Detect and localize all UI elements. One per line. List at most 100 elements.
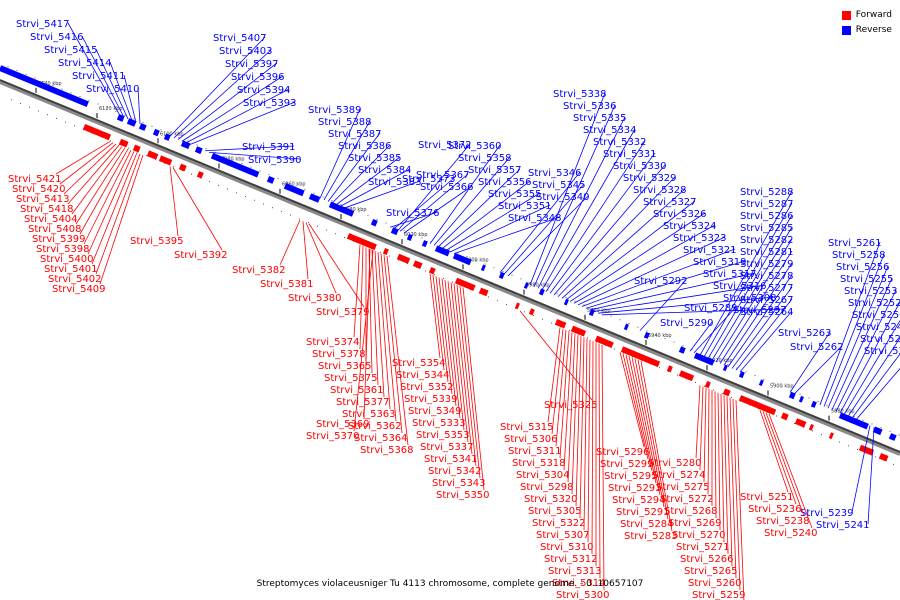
axis-dot: [232, 159, 234, 161]
axis-dot: [857, 448, 858, 450]
reverse-gene: [480, 264, 486, 272]
scale-tick-label: 6040 kbp: [343, 207, 367, 213]
axis-dot: [65, 121, 66, 123]
reverse-gene-leader: [557, 176, 676, 297]
reverse-gene-label: Strvi_5292: [634, 276, 688, 287]
axis-dot: [259, 170, 261, 172]
forward-gene-leader: [598, 343, 601, 579]
forward-gene-label: Strvi_5365: [318, 361, 372, 372]
reverse-gene-leader: [533, 104, 616, 287]
axis-dot: [646, 330, 648, 332]
scale-tick-label: 5880 kbp: [831, 409, 855, 415]
forward-gene-label: Strvi_5280: [648, 458, 702, 469]
reverse-gene-label: Strvi_5267: [740, 295, 794, 306]
axis-dot: [344, 236, 345, 238]
axis-dot: [304, 189, 306, 191]
axis-dot: [254, 199, 255, 201]
forward-gene: [594, 335, 614, 348]
reverse-gene-label: Strvi_5331: [603, 149, 657, 160]
forward-gene: [412, 260, 423, 269]
reverse-gene-leader: [577, 236, 726, 306]
forward-gene-label: Strvi_5369: [316, 419, 370, 430]
axis-dot: [695, 382, 696, 384]
forward-gene-leader: [450, 282, 469, 443]
axis-dot: [794, 422, 795, 424]
forward-gene-leader: [371, 249, 379, 386]
reverse-gene-leader: [707, 214, 793, 359]
reverse-gene-label: Strvi_5366: [420, 182, 474, 193]
genome-caption: Streptomyces violaceusniger Tu 4113 chro…: [256, 579, 644, 589]
forward-gene-label: Strvi_5295: [604, 471, 658, 482]
reverse-gene-label: Strvi_5386: [338, 141, 392, 152]
reverse-gene: [643, 331, 650, 339]
reverse-gene-leader: [739, 310, 793, 373]
axis-dot: [191, 173, 192, 175]
axis-dot: [286, 181, 288, 183]
forward-gene-leader: [622, 353, 649, 460]
axis-dot: [263, 203, 264, 205]
axis-dot: [466, 256, 468, 258]
axis-dot: [542, 318, 543, 320]
forward-gene: [780, 412, 789, 421]
forward-gene-label: Strvi_5421: [8, 174, 62, 185]
reverse-gene-leader: [723, 262, 793, 366]
forward-gene-label: Strvi_5265: [684, 566, 738, 577]
reverse-gene-leader: [173, 49, 272, 139]
reverse-gene-leader: [503, 183, 585, 275]
reverse-gene-label: Strvi_5416: [30, 32, 84, 43]
axis-dot: [146, 155, 147, 157]
forward-gene-leader: [583, 338, 588, 531]
forward-gene: [514, 302, 520, 310]
axis-dot: [691, 349, 693, 351]
forward-gene-leader: [83, 149, 132, 245]
forward-gene-leader: [703, 387, 707, 483]
forward-gene: [382, 247, 389, 256]
forward-gene-leader: [571, 334, 579, 495]
reverse-gene-label: Strvi_5351: [498, 201, 552, 212]
reverse-gene-leader: [573, 224, 716, 304]
forward-gene-leader: [759, 410, 789, 493]
reverse-gene: [452, 252, 472, 266]
reverse-gene-leader: [727, 274, 793, 368]
reverse-gene-label: Strvi_5288: [740, 187, 794, 198]
forward-gene: [132, 144, 141, 153]
axis-dot: [659, 367, 660, 369]
reverse-gene: [523, 282, 529, 289]
reverse-gene-leader: [711, 226, 793, 361]
reverse-gene-label: Strvi_5262: [790, 342, 844, 353]
axis-dot: [587, 337, 588, 339]
axis-dot: [655, 334, 657, 336]
reverse-gene: [693, 352, 715, 366]
forward-gene-label: Strvi_5315: [500, 422, 554, 433]
forward-gene-label: Strvi_5341: [424, 454, 478, 465]
axis-dot: [898, 434, 900, 436]
reverse-gene: [798, 395, 804, 403]
axis-dot: [727, 363, 729, 365]
axis-dot: [47, 114, 48, 116]
forward-gene-label: Strvi_5291: [616, 507, 670, 518]
forward-gene: [346, 233, 377, 251]
reverse-gene-label: Strvi_5385: [348, 153, 402, 164]
axis-dot: [74, 125, 75, 127]
forward-gene-leader: [720, 394, 725, 543]
genome-axis-shadow: [0, 80, 900, 456]
reverse-gene-leader: [847, 337, 900, 417]
reverse-gene-leader: [449, 204, 551, 253]
forward-gene-leader: [707, 389, 710, 495]
forward-gene: [704, 381, 711, 389]
axis-dot: [115, 110, 117, 112]
reverse-gene: [563, 298, 569, 306]
reverse-gene-label: Strvi_5282: [740, 235, 794, 246]
axis-dot: [664, 337, 666, 339]
reverse-gene-label: Strvi_5287: [740, 199, 794, 210]
reverse-gene: [266, 176, 275, 184]
forward-gene: [196, 171, 204, 179]
genome-axis: [0, 79, 900, 453]
reverse-gene-leader: [831, 277, 893, 411]
forward-gene-label: Strvi_5381: [260, 279, 314, 290]
reverse-gene-label: Strvi_5334: [583, 125, 637, 136]
reverse-gene-leader: [549, 152, 656, 294]
axis-dot: [241, 163, 243, 165]
forward-gene-label: Strvi_5370: [306, 431, 360, 442]
